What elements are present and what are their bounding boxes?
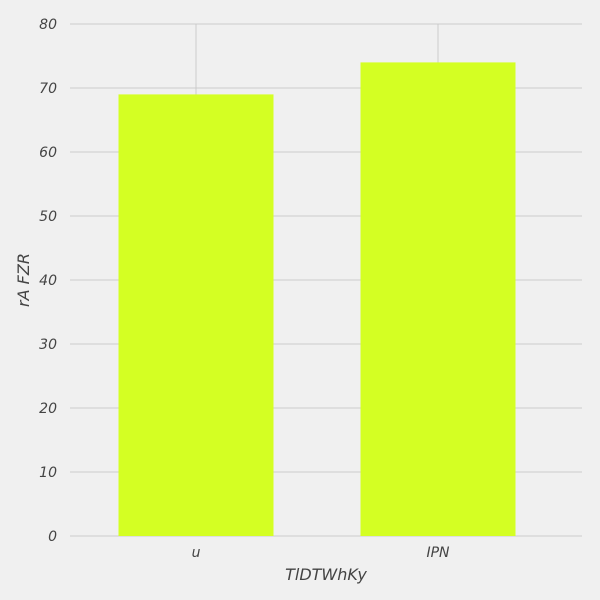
x-axis-label: TlDTWhKy: [285, 565, 367, 584]
y-tick-label: 40: [39, 273, 57, 289]
bar-u: [118, 94, 274, 537]
bars: [118, 62, 516, 537]
x-tick-labels: u IPN: [192, 545, 450, 561]
y-tick-label: 30: [39, 337, 57, 353]
y-tick-label: 10: [39, 465, 57, 481]
y-tick-label: 0: [48, 529, 57, 545]
bar-IPN: [360, 62, 516, 537]
y-tick-label: 70: [39, 81, 57, 97]
y-tick-labels: 0 10 20 30 40 50 60 70 80: [39, 17, 57, 545]
y-tick-label: 80: [39, 17, 57, 33]
y-tick-label: 50: [39, 209, 57, 225]
x-tick-label: u: [192, 545, 201, 561]
x-tick-label: IPN: [426, 545, 450, 561]
y-axis-label: rA FZR: [14, 253, 33, 307]
y-tick-label: 60: [39, 145, 57, 161]
y-tick-label: 20: [39, 401, 57, 417]
